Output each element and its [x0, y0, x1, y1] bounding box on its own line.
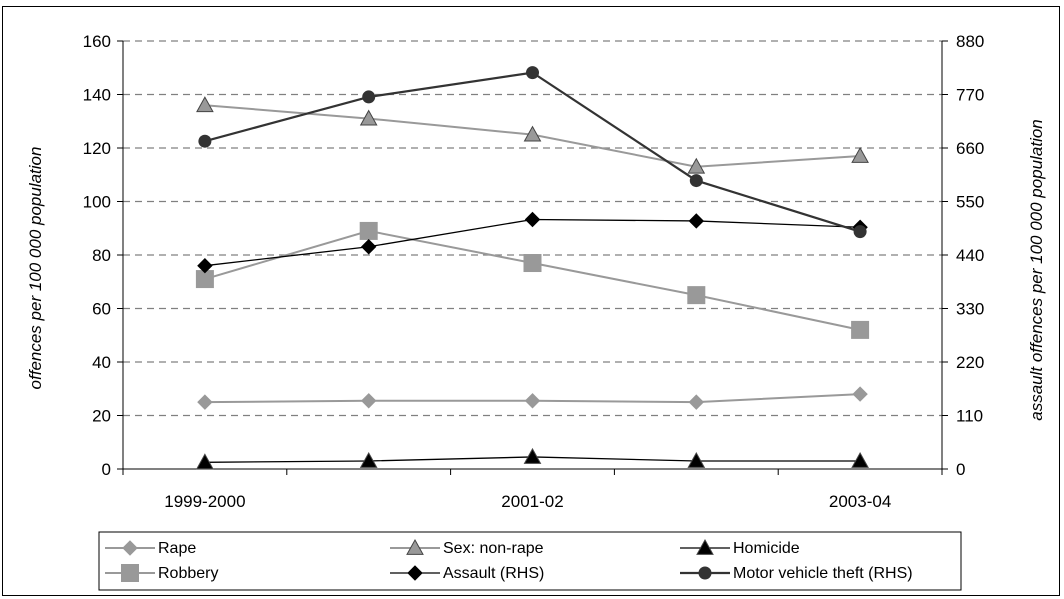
- legend-marker: [696, 538, 714, 555]
- data-point: [360, 239, 377, 255]
- right-tick-label: 660: [956, 139, 984, 158]
- data-point: [687, 451, 706, 468]
- legend-item: Robbery: [105, 564, 218, 582]
- data-point: [523, 447, 542, 464]
- series-2: [196, 447, 869, 470]
- left-axis-title: offences per 100 000 population: [26, 147, 45, 390]
- left-tick-label: 160: [83, 32, 111, 51]
- series-0: [197, 386, 868, 410]
- data-point: [851, 320, 870, 339]
- data-point: [197, 257, 213, 274]
- legend-marker: [121, 564, 139, 582]
- legend-item: Assault (RHS): [390, 565, 544, 582]
- data-point: [853, 225, 867, 239]
- data-point: [359, 109, 378, 126]
- series-line: [204, 71, 861, 233]
- right-tick-label: 440: [956, 246, 984, 265]
- data-point: [196, 96, 214, 113]
- data-point: [359, 221, 378, 240]
- legend-marker: [698, 566, 712, 580]
- legend-marker: [406, 538, 424, 555]
- data-point: [195, 270, 214, 289]
- series-layer: [195, 66, 870, 470]
- legend-label: Motor vehicle theft (RHS): [733, 565, 913, 582]
- right-tick-label: 0: [956, 460, 965, 479]
- legend: Rape Sex: non-rape Homicide Robbery Assault …: [105, 538, 913, 582]
- series-line: [204, 229, 861, 331]
- left-tick-label: 20: [92, 407, 111, 426]
- data-point: [362, 90, 376, 104]
- right-tick-label: 110: [956, 407, 983, 426]
- data-point: [198, 134, 212, 148]
- data-point: [197, 394, 213, 410]
- left-tick-label: 80: [92, 246, 111, 265]
- x-tick-label: 1999-2000: [164, 492, 245, 511]
- gridlines: [123, 40, 942, 417]
- right-tick-label: 330: [956, 300, 984, 319]
- legend-label: Assault (RHS): [443, 565, 544, 582]
- data-point: [687, 286, 706, 305]
- left-tick-label: 40: [92, 353, 111, 372]
- legend-marker: [407, 565, 423, 581]
- series-1: [196, 96, 869, 174]
- legend-item: Homicide: [680, 538, 800, 557]
- legend-label: Homicide: [733, 540, 800, 557]
- legend-label: Sex: non-rape: [443, 540, 544, 557]
- data-point: [523, 254, 542, 273]
- right-tick-label: 550: [956, 193, 984, 212]
- left-tick-label: 120: [83, 139, 111, 158]
- axes: 0 0 20 110 40 220 60 330 80 440 100 550 120 660 140 770…: [83, 32, 985, 511]
- series-3: [195, 221, 870, 339]
- legend-marker: [122, 540, 138, 556]
- right-tick-label: 220: [956, 353, 984, 372]
- data-point: [524, 211, 541, 228]
- data-point: [852, 386, 868, 402]
- data-point: [688, 394, 705, 410]
- data-point: [687, 157, 706, 174]
- legend-box: [98, 531, 962, 591]
- x-tick-label: 2003-04: [829, 492, 891, 511]
- data-point: [526, 66, 539, 80]
- left-tick-label: 0: [102, 460, 111, 479]
- data-point: [524, 393, 541, 409]
- right-tick-label: 880: [956, 32, 984, 51]
- left-tick-label: 140: [83, 86, 111, 105]
- legend-item: Rape: [105, 540, 196, 557]
- right-tick-label: 770: [956, 86, 984, 105]
- legend-item: Motor vehicle theft (RHS): [680, 565, 913, 582]
- data-point: [851, 451, 869, 468]
- data-point: [689, 174, 703, 188]
- chart-frame: [2, 6, 1060, 596]
- legend-item: Sex: non-rape: [390, 538, 544, 557]
- data-point: [196, 453, 214, 470]
- legend-label: Rape: [158, 540, 196, 557]
- data-point: [851, 146, 869, 163]
- data-point: [359, 451, 378, 468]
- series-5: [198, 66, 867, 239]
- legend-label: Robbery: [158, 565, 218, 582]
- left-tick-label: 100: [83, 193, 111, 212]
- x-tick-label: 2001-02: [501, 492, 563, 511]
- data-point: [688, 213, 705, 229]
- data-point: [523, 125, 542, 142]
- data-point: [360, 393, 377, 409]
- left-tick-label: 60: [92, 300, 111, 319]
- right-axis-title: assault offences per 100 000 population: [1027, 119, 1046, 421]
